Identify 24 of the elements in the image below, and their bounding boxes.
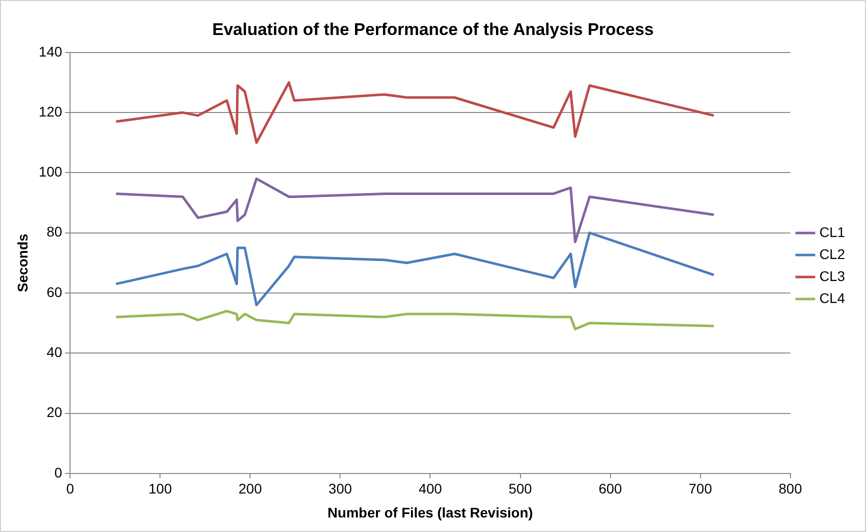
y-tick-label: 60 <box>46 284 62 300</box>
legend-label: CL3 <box>819 268 846 284</box>
x-tick-label: 800 <box>778 480 802 497</box>
legend-label: CL1 <box>819 224 846 240</box>
x-tick-label: 0 <box>66 480 74 497</box>
legend-label: CL4 <box>819 290 846 306</box>
y-tick-label: 120 <box>38 103 62 120</box>
y-tick-label: 20 <box>46 404 62 420</box>
x-tick-label: 400 <box>418 480 442 497</box>
y-tick-label: 80 <box>46 224 62 240</box>
x-axis-title: Number of Files (last Revision) <box>328 504 533 520</box>
legend-label: CL2 <box>819 246 846 262</box>
x-tick-label: 600 <box>598 480 622 497</box>
x-tick-label: 200 <box>238 480 262 497</box>
y-tick-label: 140 <box>38 43 62 60</box>
y-axis-title: Seconds <box>14 234 30 292</box>
y-tick-label: 100 <box>38 164 62 180</box>
x-tick-label: 300 <box>328 480 352 497</box>
x-tick-label: 700 <box>688 480 712 497</box>
x-tick-label: 500 <box>508 480 532 497</box>
chart-title: Evaluation of the Performance of the Analysis Process <box>212 20 654 39</box>
y-tick-label: 40 <box>46 344 62 360</box>
y-tick-label: 0 <box>54 464 62 480</box>
x-tick-label: 100 <box>148 480 172 497</box>
